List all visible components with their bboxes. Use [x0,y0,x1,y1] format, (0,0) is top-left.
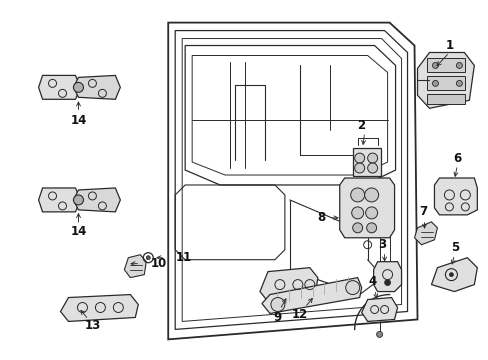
Polygon shape [73,188,120,212]
Polygon shape [361,298,397,321]
Circle shape [365,207,377,219]
Circle shape [350,188,364,202]
Polygon shape [430,258,476,292]
Circle shape [354,153,364,163]
Circle shape [367,153,377,163]
Polygon shape [433,178,476,215]
Polygon shape [373,262,401,292]
Circle shape [455,80,462,86]
Polygon shape [39,188,81,212]
Circle shape [384,280,390,285]
Circle shape [455,62,462,68]
Text: 14: 14 [70,114,86,127]
Text: 3: 3 [378,238,386,251]
Text: 8: 8 [317,211,325,224]
Text: 5: 5 [450,241,459,254]
Text: 6: 6 [452,152,461,165]
Text: 7: 7 [419,205,427,219]
Circle shape [73,195,83,205]
Bar [427,94,465,104]
Circle shape [448,273,452,276]
Text: 12: 12 [291,308,307,321]
Circle shape [431,80,438,86]
Text: 1: 1 [445,39,452,52]
Circle shape [345,280,359,294]
Circle shape [270,298,285,311]
Circle shape [376,332,382,337]
Polygon shape [124,255,146,278]
Bar [427,76,465,90]
Text: 10: 10 [150,257,166,270]
Circle shape [73,82,83,92]
Polygon shape [417,53,473,108]
Circle shape [146,256,150,260]
Text: 14: 14 [70,225,86,238]
Text: 13: 13 [84,319,101,332]
Circle shape [352,223,362,233]
Circle shape [367,163,377,173]
Polygon shape [260,268,317,302]
Text: 11: 11 [175,251,191,264]
Polygon shape [262,278,361,314]
Bar [427,58,465,72]
Text: 2: 2 [357,119,365,132]
Text: 4: 4 [368,275,376,288]
Circle shape [364,188,378,202]
Bar [352,148,380,176]
Polygon shape [73,75,120,99]
Text: 9: 9 [273,311,282,324]
Polygon shape [339,178,394,238]
Circle shape [351,207,363,219]
Circle shape [354,163,364,173]
Circle shape [431,62,438,68]
Circle shape [366,223,376,233]
Polygon shape [414,222,437,245]
Polygon shape [61,294,138,321]
Polygon shape [39,75,81,99]
